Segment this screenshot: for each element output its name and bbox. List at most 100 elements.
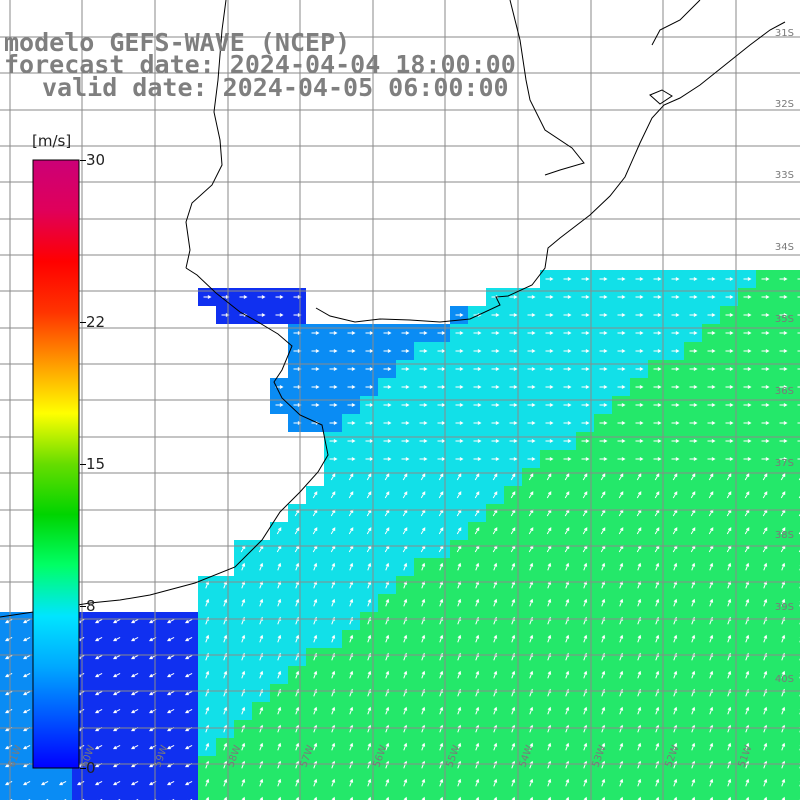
wind-arrow — [493, 562, 498, 571]
wind-arrow — [419, 421, 428, 425]
wind-arrow — [438, 527, 444, 535]
colorbar-gradient — [32, 159, 80, 769]
wind-arrow — [475, 634, 480, 643]
wind-arrow — [475, 706, 480, 715]
wind-arrow — [529, 742, 534, 751]
wind-arrow — [295, 562, 300, 571]
wind-arrow — [709, 778, 714, 787]
wind-arrow — [725, 313, 734, 317]
wind-arrow — [707, 385, 716, 389]
wind-arrow — [311, 385, 320, 389]
wind-arrow — [527, 367, 536, 371]
wind-arrow — [617, 331, 626, 335]
wind-arrow — [241, 562, 246, 571]
wind-arrow — [619, 670, 624, 679]
wind-arrow — [743, 367, 752, 371]
wind-arrow — [727, 778, 732, 787]
coastline — [0, 0, 786, 618]
wind-arrow — [402, 527, 408, 535]
wind-field-cell — [792, 558, 800, 576]
wind-arrow — [421, 670, 426, 679]
wind-arrow — [690, 491, 696, 499]
latitude-label: 35S — [775, 314, 794, 325]
wind-arrow — [581, 457, 590, 461]
wind-arrow — [76, 780, 85, 786]
wind-arrow — [655, 778, 660, 787]
wind-arrow — [583, 778, 588, 787]
wind-arrow — [527, 313, 536, 317]
wind-arrow — [438, 491, 444, 499]
wind-arrow — [725, 421, 734, 425]
wind-arrow — [311, 331, 320, 335]
wind-arrow — [797, 422, 800, 424]
wind-arrow — [762, 527, 768, 535]
wind-arrow — [581, 421, 590, 425]
wind-arrow — [509, 367, 518, 371]
wind-arrow — [797, 404, 800, 406]
wind-arrow — [617, 313, 626, 317]
wind-arrow — [599, 349, 608, 353]
wind-arrow — [727, 670, 732, 679]
wind-arrow — [547, 634, 552, 643]
wind-arrow — [166, 690, 175, 696]
wind-arrow — [671, 367, 680, 371]
wind-arrow — [725, 295, 734, 299]
wind-arrow — [671, 439, 680, 443]
wind-arrow — [743, 385, 752, 389]
wind-arrow — [635, 385, 644, 389]
wind-arrow — [457, 778, 462, 787]
wind-arrow — [763, 670, 768, 679]
wind-arrow — [689, 313, 698, 317]
wind-arrow — [637, 778, 642, 787]
wind-field-cell — [504, 792, 522, 800]
wind-arrow — [763, 706, 768, 715]
wind-arrow — [511, 706, 516, 715]
wind-arrow — [673, 778, 678, 787]
wind-arrow — [331, 670, 336, 679]
wind-arrow — [184, 672, 193, 678]
wind-arrow — [564, 491, 570, 499]
wind-arrow — [653, 385, 662, 389]
wind-arrow — [295, 634, 300, 643]
wind-arrow — [655, 670, 660, 679]
wind-arrow — [545, 349, 554, 353]
latitude-label: 34S — [775, 242, 794, 253]
latitude-label: 33S — [775, 170, 794, 181]
wind-arrow — [564, 473, 570, 481]
wind-arrow — [673, 742, 678, 751]
wind-arrow — [367, 670, 372, 679]
wind-field-cell — [216, 792, 234, 800]
wind-arrow — [455, 313, 464, 317]
wind-arrow — [22, 780, 31, 786]
wind-field-cell — [360, 792, 378, 800]
wind-arrow — [130, 672, 139, 678]
wind-arrow — [617, 385, 626, 389]
wind-arrow — [22, 672, 31, 678]
wind-arrow — [563, 313, 572, 317]
wind-arrow — [618, 473, 624, 481]
wind-arrow — [491, 457, 500, 461]
wind-arrow — [401, 439, 410, 443]
wind-arrow — [130, 654, 139, 660]
wind-field-cell — [792, 540, 800, 558]
wind-arrow — [563, 421, 572, 425]
wind-arrow — [564, 527, 570, 535]
wind-arrow — [563, 367, 572, 371]
wind-arrow — [529, 562, 534, 571]
wind-field-cell — [792, 594, 800, 612]
wind-arrow — [277, 562, 282, 571]
wind-field-cell — [630, 792, 648, 800]
wind-arrow — [94, 672, 103, 678]
wind-arrow — [781, 778, 786, 787]
wind-arrow — [420, 473, 426, 481]
wind-arrow — [329, 457, 338, 461]
wind-arrow — [673, 598, 678, 607]
wind-field-cell — [792, 738, 800, 756]
wind-arrow — [581, 385, 590, 389]
wind-arrow — [259, 706, 264, 715]
wind-field-cell — [702, 792, 720, 800]
wind-arrow — [780, 527, 786, 535]
wind-field-cell — [486, 792, 504, 800]
wind-arrow — [779, 331, 788, 335]
